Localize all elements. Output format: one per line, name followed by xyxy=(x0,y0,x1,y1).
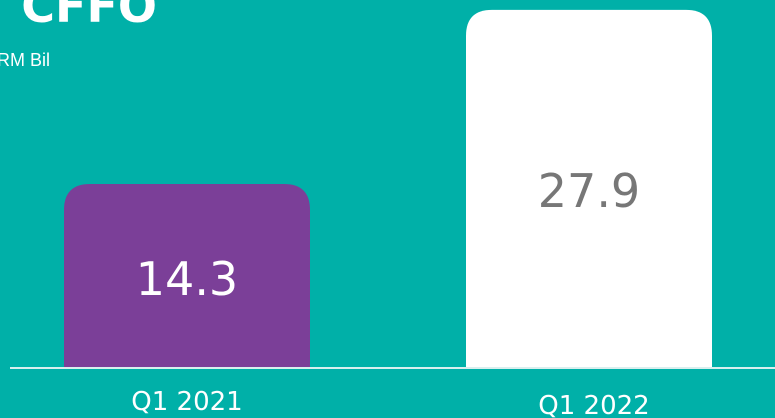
x-tick-label: Q1 2021 xyxy=(131,387,242,417)
value-label: 27.9 xyxy=(538,164,640,218)
chart-subtitle: RM Bil xyxy=(0,50,50,70)
x-tick-label: Q1 2022 xyxy=(538,391,649,418)
chart-title: CFFO xyxy=(21,0,157,33)
value-label: 14.3 xyxy=(136,252,238,306)
bar xyxy=(64,183,310,367)
bar xyxy=(466,9,712,367)
